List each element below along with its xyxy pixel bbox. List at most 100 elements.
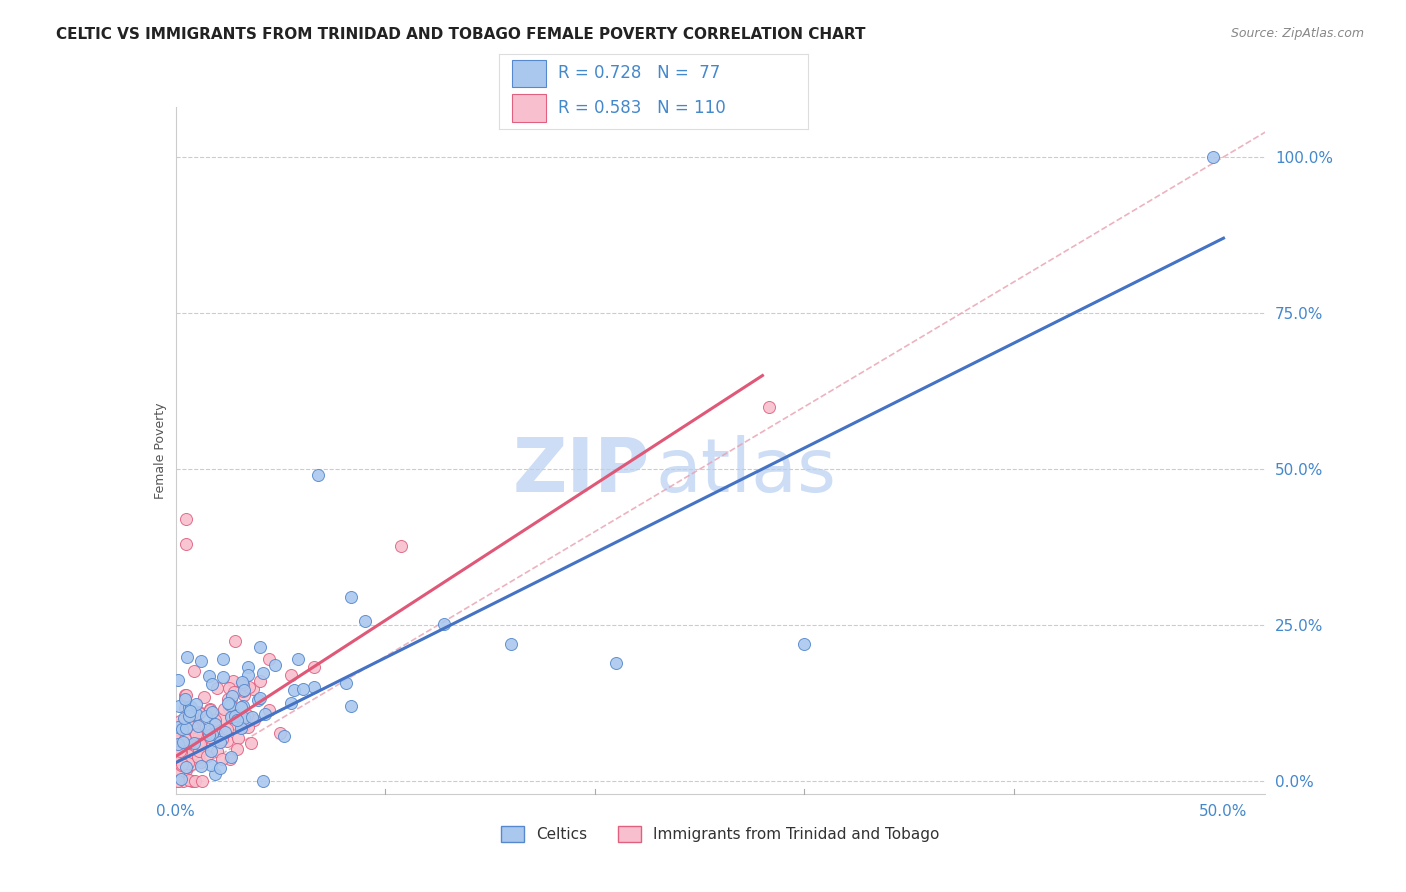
Point xyxy=(187,719,209,733)
Point xyxy=(217,696,239,710)
Point xyxy=(226,742,249,756)
Point xyxy=(200,723,222,737)
Point xyxy=(217,692,239,706)
Point xyxy=(231,678,253,692)
Point xyxy=(166,737,188,751)
Point xyxy=(283,682,305,697)
Point xyxy=(184,725,207,739)
Text: ZIP: ZIP xyxy=(513,434,650,508)
Point xyxy=(183,736,205,750)
Point xyxy=(233,711,256,725)
Point xyxy=(181,706,204,721)
Point xyxy=(335,676,357,690)
Point xyxy=(173,701,195,715)
Point xyxy=(205,744,228,758)
Point xyxy=(177,722,200,736)
Point xyxy=(170,745,193,759)
Point xyxy=(499,637,522,651)
Point xyxy=(167,699,190,714)
Point xyxy=(200,730,222,744)
Point xyxy=(209,760,232,774)
Point xyxy=(263,658,285,673)
Point xyxy=(191,733,214,747)
Point xyxy=(243,713,266,727)
Point xyxy=(307,468,329,483)
Point xyxy=(232,698,254,713)
Point xyxy=(190,741,212,756)
Point xyxy=(186,706,208,721)
Point xyxy=(236,668,259,682)
Point xyxy=(280,696,302,710)
Point xyxy=(302,660,325,674)
Point xyxy=(224,685,246,699)
Point xyxy=(174,512,197,526)
Point xyxy=(225,716,247,731)
Point xyxy=(179,709,201,723)
Point xyxy=(222,674,245,689)
Point xyxy=(184,697,207,711)
Point xyxy=(239,736,262,750)
Point xyxy=(232,713,254,727)
Point xyxy=(184,715,207,730)
Point xyxy=(173,711,195,725)
Point xyxy=(242,682,264,697)
Text: CELTIC VS IMMIGRANTS FROM TRINIDAD AND TOBAGO FEMALE POVERTY CORRELATION CHART: CELTIC VS IMMIGRANTS FROM TRINIDAD AND T… xyxy=(56,27,866,42)
Point xyxy=(252,774,274,789)
Point xyxy=(793,637,815,651)
Point xyxy=(170,722,193,736)
Point xyxy=(340,590,363,604)
Point xyxy=(231,699,253,714)
Point xyxy=(197,723,219,737)
Point xyxy=(166,773,188,788)
Point xyxy=(179,704,201,718)
Point xyxy=(174,537,197,551)
Point xyxy=(212,670,235,684)
Point xyxy=(177,706,200,720)
Point xyxy=(195,709,218,723)
Point xyxy=(339,699,361,714)
Point xyxy=(176,727,198,741)
Point xyxy=(225,713,247,727)
Point xyxy=(238,720,260,734)
FancyBboxPatch shape xyxy=(512,60,546,87)
Point xyxy=(232,677,254,691)
Point xyxy=(219,691,242,706)
Point xyxy=(238,681,260,695)
Point xyxy=(169,714,191,728)
FancyBboxPatch shape xyxy=(512,95,546,122)
Point xyxy=(200,703,222,717)
Point xyxy=(191,774,214,789)
Point xyxy=(249,674,271,689)
Point xyxy=(605,656,627,670)
Point xyxy=(167,756,190,770)
Point xyxy=(212,651,235,665)
Point xyxy=(215,722,238,736)
Point xyxy=(187,750,209,764)
Point xyxy=(224,709,246,723)
Point xyxy=(214,725,236,739)
Point xyxy=(389,539,412,553)
Point xyxy=(166,766,188,780)
Point xyxy=(170,772,193,786)
Point xyxy=(177,772,200,787)
Text: R = 0.583   N = 110: R = 0.583 N = 110 xyxy=(558,99,725,117)
Point xyxy=(215,733,238,747)
Point xyxy=(173,732,195,747)
Point xyxy=(174,760,197,774)
Point xyxy=(193,690,215,704)
Point xyxy=(226,707,249,722)
Point xyxy=(172,735,194,749)
Point xyxy=(183,774,205,789)
Point xyxy=(177,748,200,763)
Point xyxy=(177,699,200,714)
Point xyxy=(287,652,309,666)
Text: Source: ZipAtlas.com: Source: ZipAtlas.com xyxy=(1230,27,1364,40)
Point xyxy=(176,763,198,777)
Point xyxy=(354,615,377,629)
Point xyxy=(166,718,188,732)
Point xyxy=(170,757,193,772)
Point xyxy=(174,722,197,736)
Point xyxy=(166,729,188,743)
Point xyxy=(232,684,254,698)
Point xyxy=(180,757,202,772)
